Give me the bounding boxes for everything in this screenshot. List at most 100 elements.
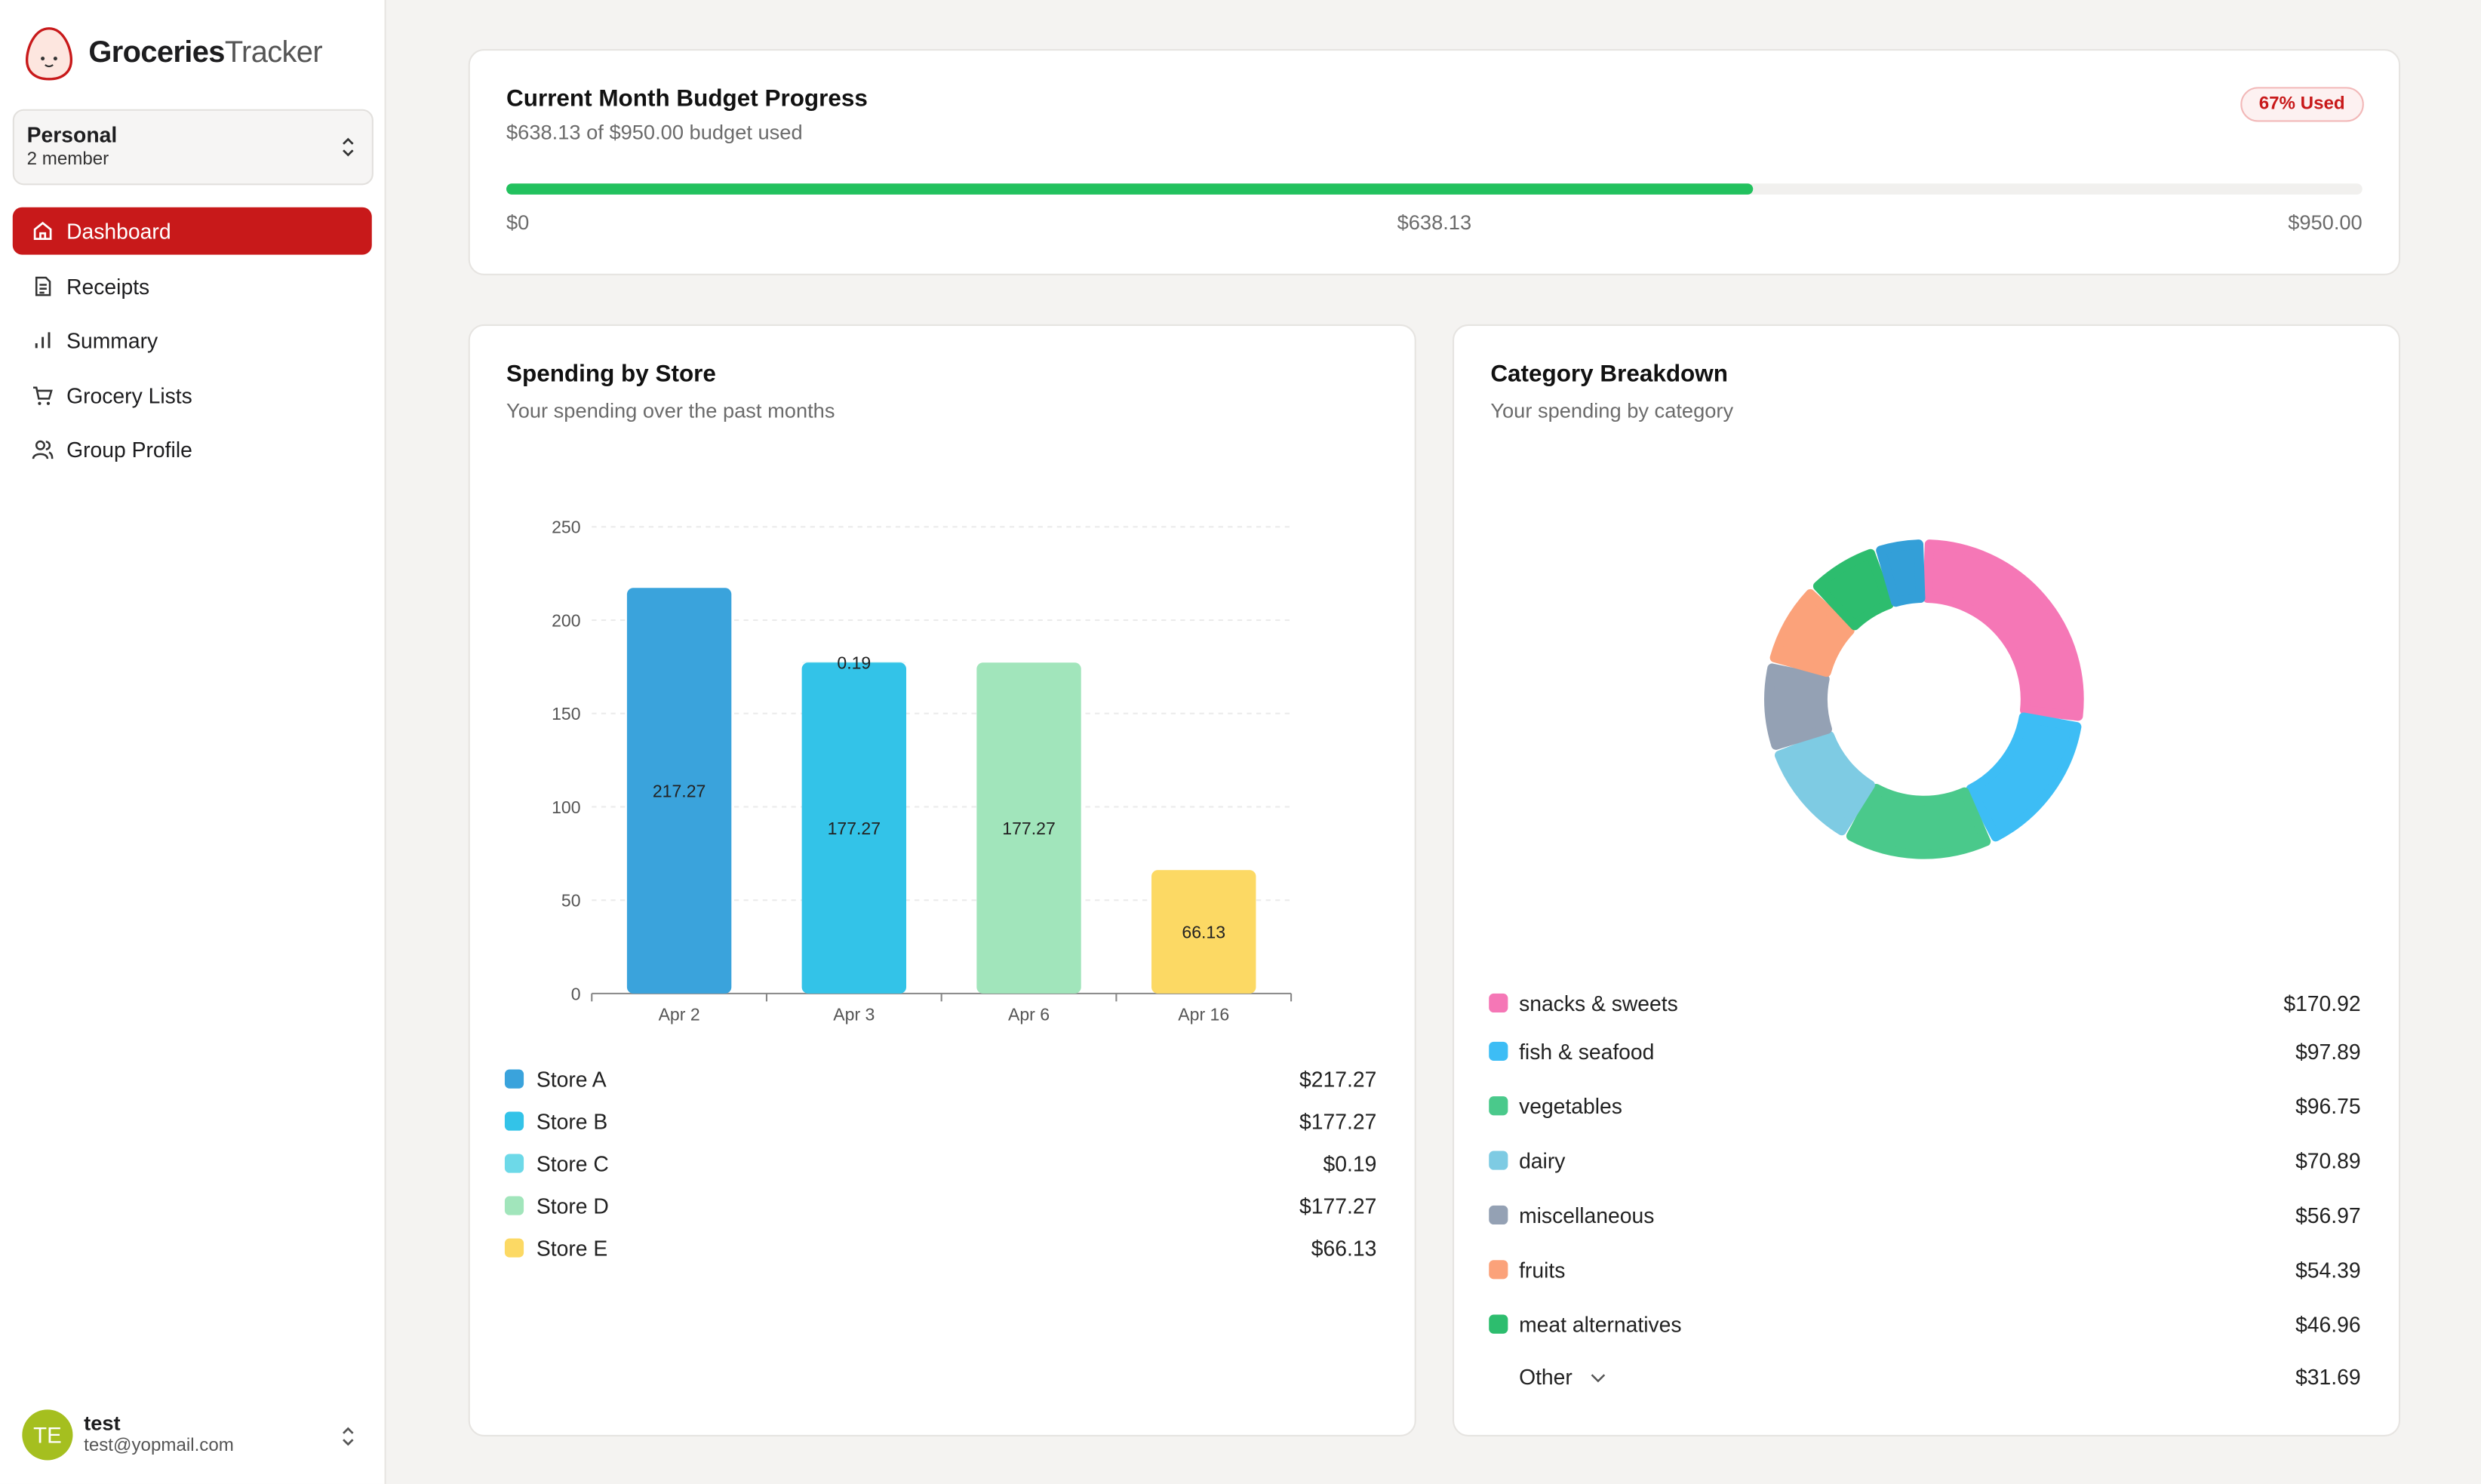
legend-value: $56.97 (2295, 1203, 2361, 1227)
nav-label: Group Profile (66, 437, 192, 462)
donut-slice (1812, 548, 1894, 631)
x-tick-label: Apr 3 (833, 1005, 875, 1025)
user-menu[interactable]: TE test test@yopmail.com (13, 1402, 372, 1468)
category-card: Category Breakdown Your spending by cate… (1452, 324, 2401, 1437)
legend-total: $0.19 (1324, 1152, 1377, 1176)
bar-segment (801, 662, 907, 994)
y-tick-label: 250 (552, 518, 580, 537)
legend-value: $46.96 (2295, 1313, 2361, 1337)
legend-label: miscellaneous (1519, 1203, 1654, 1227)
legend-value: $96.75 (2295, 1094, 2361, 1118)
progress-fill (506, 183, 1754, 195)
card-subtitle: Your spending by category (1490, 398, 1734, 422)
legend-label: Store C (536, 1152, 609, 1176)
donut-slice (1769, 588, 1855, 677)
legend-label: Store B (536, 1110, 607, 1134)
legend-value: $70.89 (2295, 1149, 2361, 1173)
icon (35, 276, 51, 296)
user-email: test@yopmail.com (84, 1436, 234, 1456)
legend-label: fruits (1519, 1258, 1565, 1282)
card-title: Current Month Budget Progress (506, 85, 868, 112)
icon (35, 332, 51, 349)
budget-card: Current Month Budget Progress $638.13 of… (468, 49, 2401, 275)
bar-segment (1151, 870, 1256, 994)
workspace-switcher[interactable]: Personal 2 member (12, 109, 374, 186)
legend-swatch (1489, 1205, 1508, 1225)
donut-slice (1846, 783, 1991, 859)
bar-value-label: 177.27 (1002, 819, 1056, 838)
nav-item[interactable]: Grocery Lists (13, 372, 372, 419)
card-title: Category Breakdown (1490, 361, 1728, 388)
nav-item[interactable]: Group Profile (13, 426, 372, 473)
brand-light: Tracker (224, 36, 323, 70)
chevron (343, 1427, 354, 1446)
brand-bold: Groceries (88, 36, 225, 70)
legend-swatch (504, 1111, 524, 1131)
bar-value-label: 66.13 (1182, 922, 1225, 942)
legend-other[interactable]: Other (1519, 1365, 1573, 1389)
chevron (343, 137, 354, 157)
bar-segment (626, 588, 732, 994)
bar-value-label: 217.27 (653, 781, 706, 800)
bar-value-label: 0.19 (837, 653, 871, 672)
progress-label: $950.00 (2288, 210, 2363, 234)
legend-value: $54.39 (2295, 1258, 2361, 1282)
card-subtitle: $638.13 of $950.00 budget used (506, 120, 803, 144)
donut-slice (1966, 712, 2082, 842)
legend-label: snacks & sweets (1519, 991, 1678, 1015)
legend-swatch (1489, 1151, 1508, 1170)
legend-swatch (1489, 1096, 1508, 1116)
progress-bar: $0 $638.13 $950.00 (506, 183, 2363, 234)
nav-item[interactable]: Dashboard (12, 207, 372, 255)
donut-slice (1876, 539, 1926, 607)
legend-label: dairy (1519, 1149, 1566, 1173)
nav-label: Summary (66, 328, 158, 352)
donut-slice (1764, 663, 1832, 750)
legend-swatch (1489, 993, 1508, 1013)
chevron (1591, 1374, 1606, 1383)
user-name: test (84, 1411, 121, 1435)
nav-label: Dashboard (66, 219, 171, 243)
icon (32, 440, 54, 459)
bar-segment (976, 662, 1081, 994)
legend-value: $97.89 (2295, 1040, 2361, 1064)
legend-total: $66.13 (1311, 1237, 1377, 1261)
legend-total: $217.27 (1299, 1068, 1376, 1092)
nav-label: Receipts (66, 274, 150, 299)
nav-label: Grocery Lists (66, 383, 192, 407)
y-tick-label: 0 (571, 984, 581, 1003)
legend-swatch (504, 1154, 524, 1173)
card-title: Spending by Store (506, 361, 716, 388)
legend-swatch (504, 1196, 524, 1215)
legend-total: $177.27 (1299, 1110, 1376, 1134)
spending-card: Spending by Store Your spending over the… (468, 324, 1416, 1437)
legend-label: meat alternatives (1519, 1313, 1681, 1337)
legend-swatch (1489, 1041, 1508, 1061)
legend-swatch (504, 1238, 524, 1258)
y-tick-label: 200 (552, 610, 580, 630)
sidebar: GroceriesTracker Personal 2 member Dashb… (0, 0, 386, 1484)
y-tick-label: 150 (552, 704, 580, 724)
progress-label: $638.13 (1397, 210, 1472, 234)
card-subtitle: Your spending over the past months (506, 398, 835, 422)
progress-label: $0 (506, 210, 529, 234)
legend-label: fish & seafood (1519, 1040, 1654, 1064)
workspace-name: Personal (26, 123, 118, 148)
legend-label: Store A (536, 1068, 607, 1092)
x-tick-label: Apr 2 (659, 1005, 700, 1025)
workspace-members: 2 member (26, 150, 109, 170)
icon (33, 221, 52, 241)
nav-item[interactable]: Summary (13, 316, 372, 364)
x-tick-label: Apr 16 (1178, 1005, 1229, 1025)
legend-value: $31.69 (2295, 1365, 2361, 1389)
legend-swatch (1489, 1314, 1508, 1334)
avatar: TE (22, 1409, 73, 1461)
nav-item[interactable]: Receipts (13, 263, 372, 310)
x-tick-label: Apr 6 (1008, 1005, 1050, 1025)
bar-value-label: 177.27 (828, 819, 881, 838)
legend-value: $170.92 (2283, 991, 2360, 1015)
y-tick-label: 100 (552, 797, 580, 817)
